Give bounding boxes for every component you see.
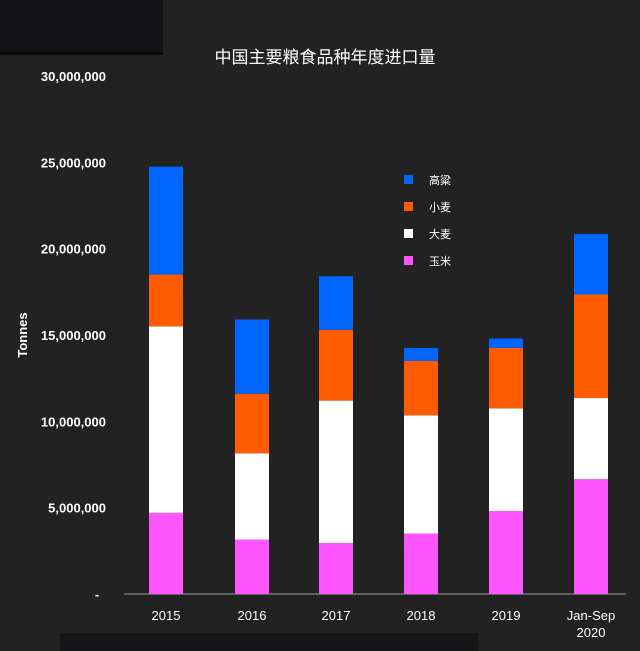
bottom-overlay — [60, 633, 478, 651]
bar-segment — [235, 393, 269, 454]
x-tick-label: 2019 — [492, 608, 521, 623]
bar-segment — [149, 166, 183, 275]
y-axis-label: Tonnes — [15, 312, 30, 357]
x-tick-label: 2017 — [322, 608, 351, 623]
bar-segment — [149, 274, 183, 327]
top-left-overlay — [0, 0, 163, 55]
y-tick-label: - — [95, 587, 99, 602]
bar-segment — [489, 338, 523, 348]
bar-segment — [235, 539, 269, 594]
y-tick-label: 5,000,000 — [48, 501, 106, 516]
bar-segment — [489, 347, 523, 409]
y-axis-ticks: - 5,000,000 10,000,000 15,000,000 20,000,000… — [41, 69, 106, 602]
legend-swatch — [404, 175, 413, 184]
bar-segment — [489, 511, 523, 594]
bar-segment — [319, 543, 353, 594]
bar-segment — [235, 319, 269, 394]
y-tick-label: 15,000,000 — [41, 328, 106, 343]
bar-segment — [404, 533, 438, 594]
bar-segment — [489, 408, 523, 512]
bar-segment — [574, 479, 608, 594]
legend-label: 玉米 — [429, 255, 451, 268]
x-tick-label: Jan-Sep 2020 — [567, 608, 615, 640]
x-tick-label: 2018 — [407, 608, 436, 623]
bar-segment — [319, 400, 353, 544]
bar-segment — [235, 453, 269, 540]
bar-segment — [404, 347, 438, 361]
bar-segment — [574, 233, 608, 295]
bar-segment — [149, 512, 183, 594]
bars — [149, 166, 608, 594]
y-tick-label: 10,000,000 — [41, 414, 106, 429]
legend-swatch — [404, 256, 413, 265]
legend-swatch — [404, 202, 413, 211]
legend-label: 小麦 — [429, 201, 451, 214]
bar-segment — [404, 415, 438, 534]
bar-segment — [319, 276, 353, 330]
bar-segment — [574, 398, 608, 480]
bar-segment — [574, 294, 608, 399]
bar-segment — [404, 360, 438, 416]
chart-title: 中国主要粮食品种年度进口量 — [215, 48, 436, 68]
bar-segment — [319, 329, 353, 401]
legend-label: 高粱 — [429, 173, 451, 187]
x-tick-label: 2016 — [238, 608, 267, 623]
y-tick-label: 20,000,000 — [41, 242, 106, 257]
y-tick-label: 25,000,000 — [41, 155, 106, 170]
legend-swatch — [404, 229, 413, 238]
y-tick-label: 30,000,000 — [41, 69, 106, 84]
legend-label: 大麦 — [429, 227, 451, 241]
bar-segment — [149, 326, 183, 513]
x-axis-ticks: 2015 2016 2017 2018 2019 Jan-Sep 2020 — [152, 608, 616, 640]
x-tick-label: 2015 — [152, 608, 181, 623]
